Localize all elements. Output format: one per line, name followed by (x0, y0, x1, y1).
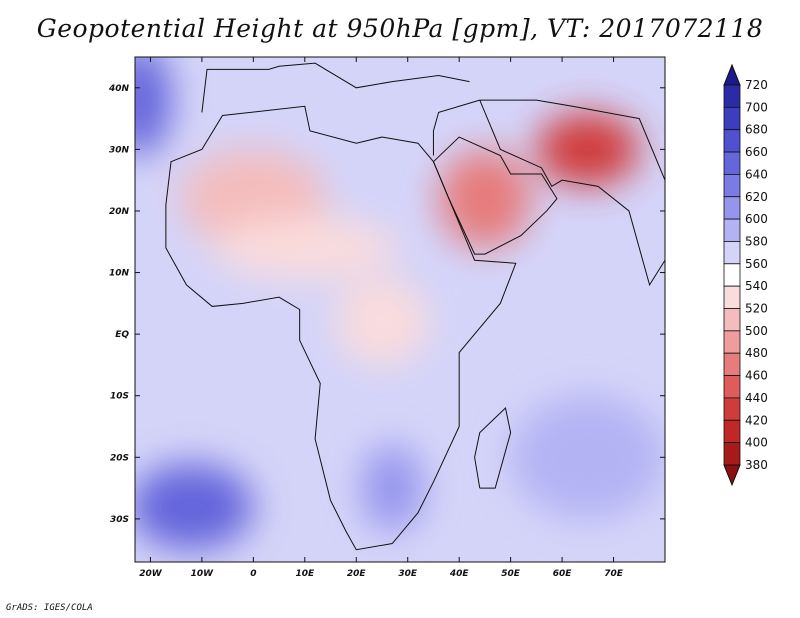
lat-tick-label-7: 30S (110, 515, 129, 525)
map-frame (134, 56, 666, 563)
height-region-0 (135, 57, 172, 156)
lon-tick-label-1: 10W (191, 569, 215, 579)
height-region-3 (212, 217, 398, 279)
lon-tick-label-6: 40E (449, 569, 470, 579)
colorbar-label-15: 420 (745, 413, 768, 427)
colorbar-swatch-12 (723, 330, 741, 354)
coastline-0 (165, 105, 517, 551)
lat-tick-label-0: 40N (108, 84, 130, 94)
colorbar-swatch-16 (723, 419, 741, 444)
height-region-9 (361, 444, 424, 532)
colorbar-swatch-3 (723, 129, 741, 153)
colorbar-label-10: 520 (745, 302, 768, 316)
colorbar-swatch-2 (723, 106, 741, 131)
lat-tick-label-1: 30N (109, 145, 130, 155)
colorbar-swatch-13 (723, 352, 741, 376)
colorbar-label-17: 380 (745, 458, 768, 472)
colorbar-label-4: 640 (745, 167, 768, 181)
lat-tick-label-6: 20S (110, 453, 129, 463)
height-region-5 (536, 112, 640, 187)
colorbar-label-11: 500 (745, 324, 768, 338)
colorbar-label-0: 720 (745, 78, 768, 92)
colorbar-label-9: 540 (745, 279, 768, 293)
lon-tick-label-8: 60E (553, 569, 573, 579)
colorbar-bottom-arrow (723, 464, 741, 487)
coastline-1 (432, 99, 665, 287)
colorbar-label-2: 680 (745, 123, 768, 137)
colorbar-swatch-5 (723, 173, 741, 198)
height-region-4 (438, 149, 532, 248)
map-title: Geopotential Height at 950hPa [gpm], VT:… (36, 14, 764, 43)
lat-tick-label-4: EQ (115, 330, 129, 340)
colorbar-label-5: 620 (745, 190, 768, 204)
colorbar-label-16: 400 (745, 436, 768, 450)
colorbar-swatch-4 (723, 151, 741, 175)
colorbar-top-arrow (723, 63, 741, 86)
lat-tick-label-2: 20N (109, 207, 130, 217)
coastline-2 (432, 136, 558, 255)
lon-tick-label-9: 70E (604, 569, 624, 579)
lon-tick-label-3: 10E (295, 569, 315, 579)
colorbar-swatch-9 (723, 263, 741, 287)
colorbar-label-6: 600 (745, 212, 768, 226)
lon-tick-label-0: 20W (139, 569, 163, 579)
coastline-4 (201, 62, 470, 113)
colorbar-swatch-1 (723, 84, 741, 108)
height-region-8 (135, 463, 254, 550)
colorbar-swatch-11 (723, 308, 741, 332)
colorbar-swatch-15 (723, 397, 741, 421)
lon-tick-label-2: 0 (250, 569, 256, 579)
colorbar-swatch-7 (723, 218, 741, 242)
colorbar-label-12: 480 (745, 346, 768, 360)
coastline-3 (474, 407, 512, 489)
height-region-6 (335, 278, 429, 365)
colorbar-label-3: 660 (745, 145, 768, 159)
lat-tick-label-3: 10N (109, 269, 130, 279)
lon-tick-label-5: 30E (398, 569, 418, 579)
colorbar-label-7: 580 (745, 234, 768, 248)
colorbar-swatch-10 (723, 285, 741, 309)
colorbar-swatch-17 (723, 442, 741, 466)
colorbar-label-13: 460 (745, 369, 768, 383)
colorbar-swatch-8 (723, 241, 741, 265)
colorbar-label-1: 700 (745, 100, 768, 114)
height-region-1 (294, 81, 419, 131)
lon-tick-label-7: 50E (501, 569, 521, 579)
colorbar-swatch-14 (723, 375, 741, 399)
colorbar-swatch-6 (723, 196, 741, 220)
lon-tick-label-4: 20E (347, 569, 367, 579)
grads-credit: GrADS: IGES/COLA (6, 603, 93, 613)
height-region-7 (510, 395, 665, 519)
colorbar-label-8: 560 (745, 257, 768, 271)
lat-tick-label-5: 10S (110, 392, 129, 402)
colorbar-label-14: 440 (745, 391, 768, 405)
